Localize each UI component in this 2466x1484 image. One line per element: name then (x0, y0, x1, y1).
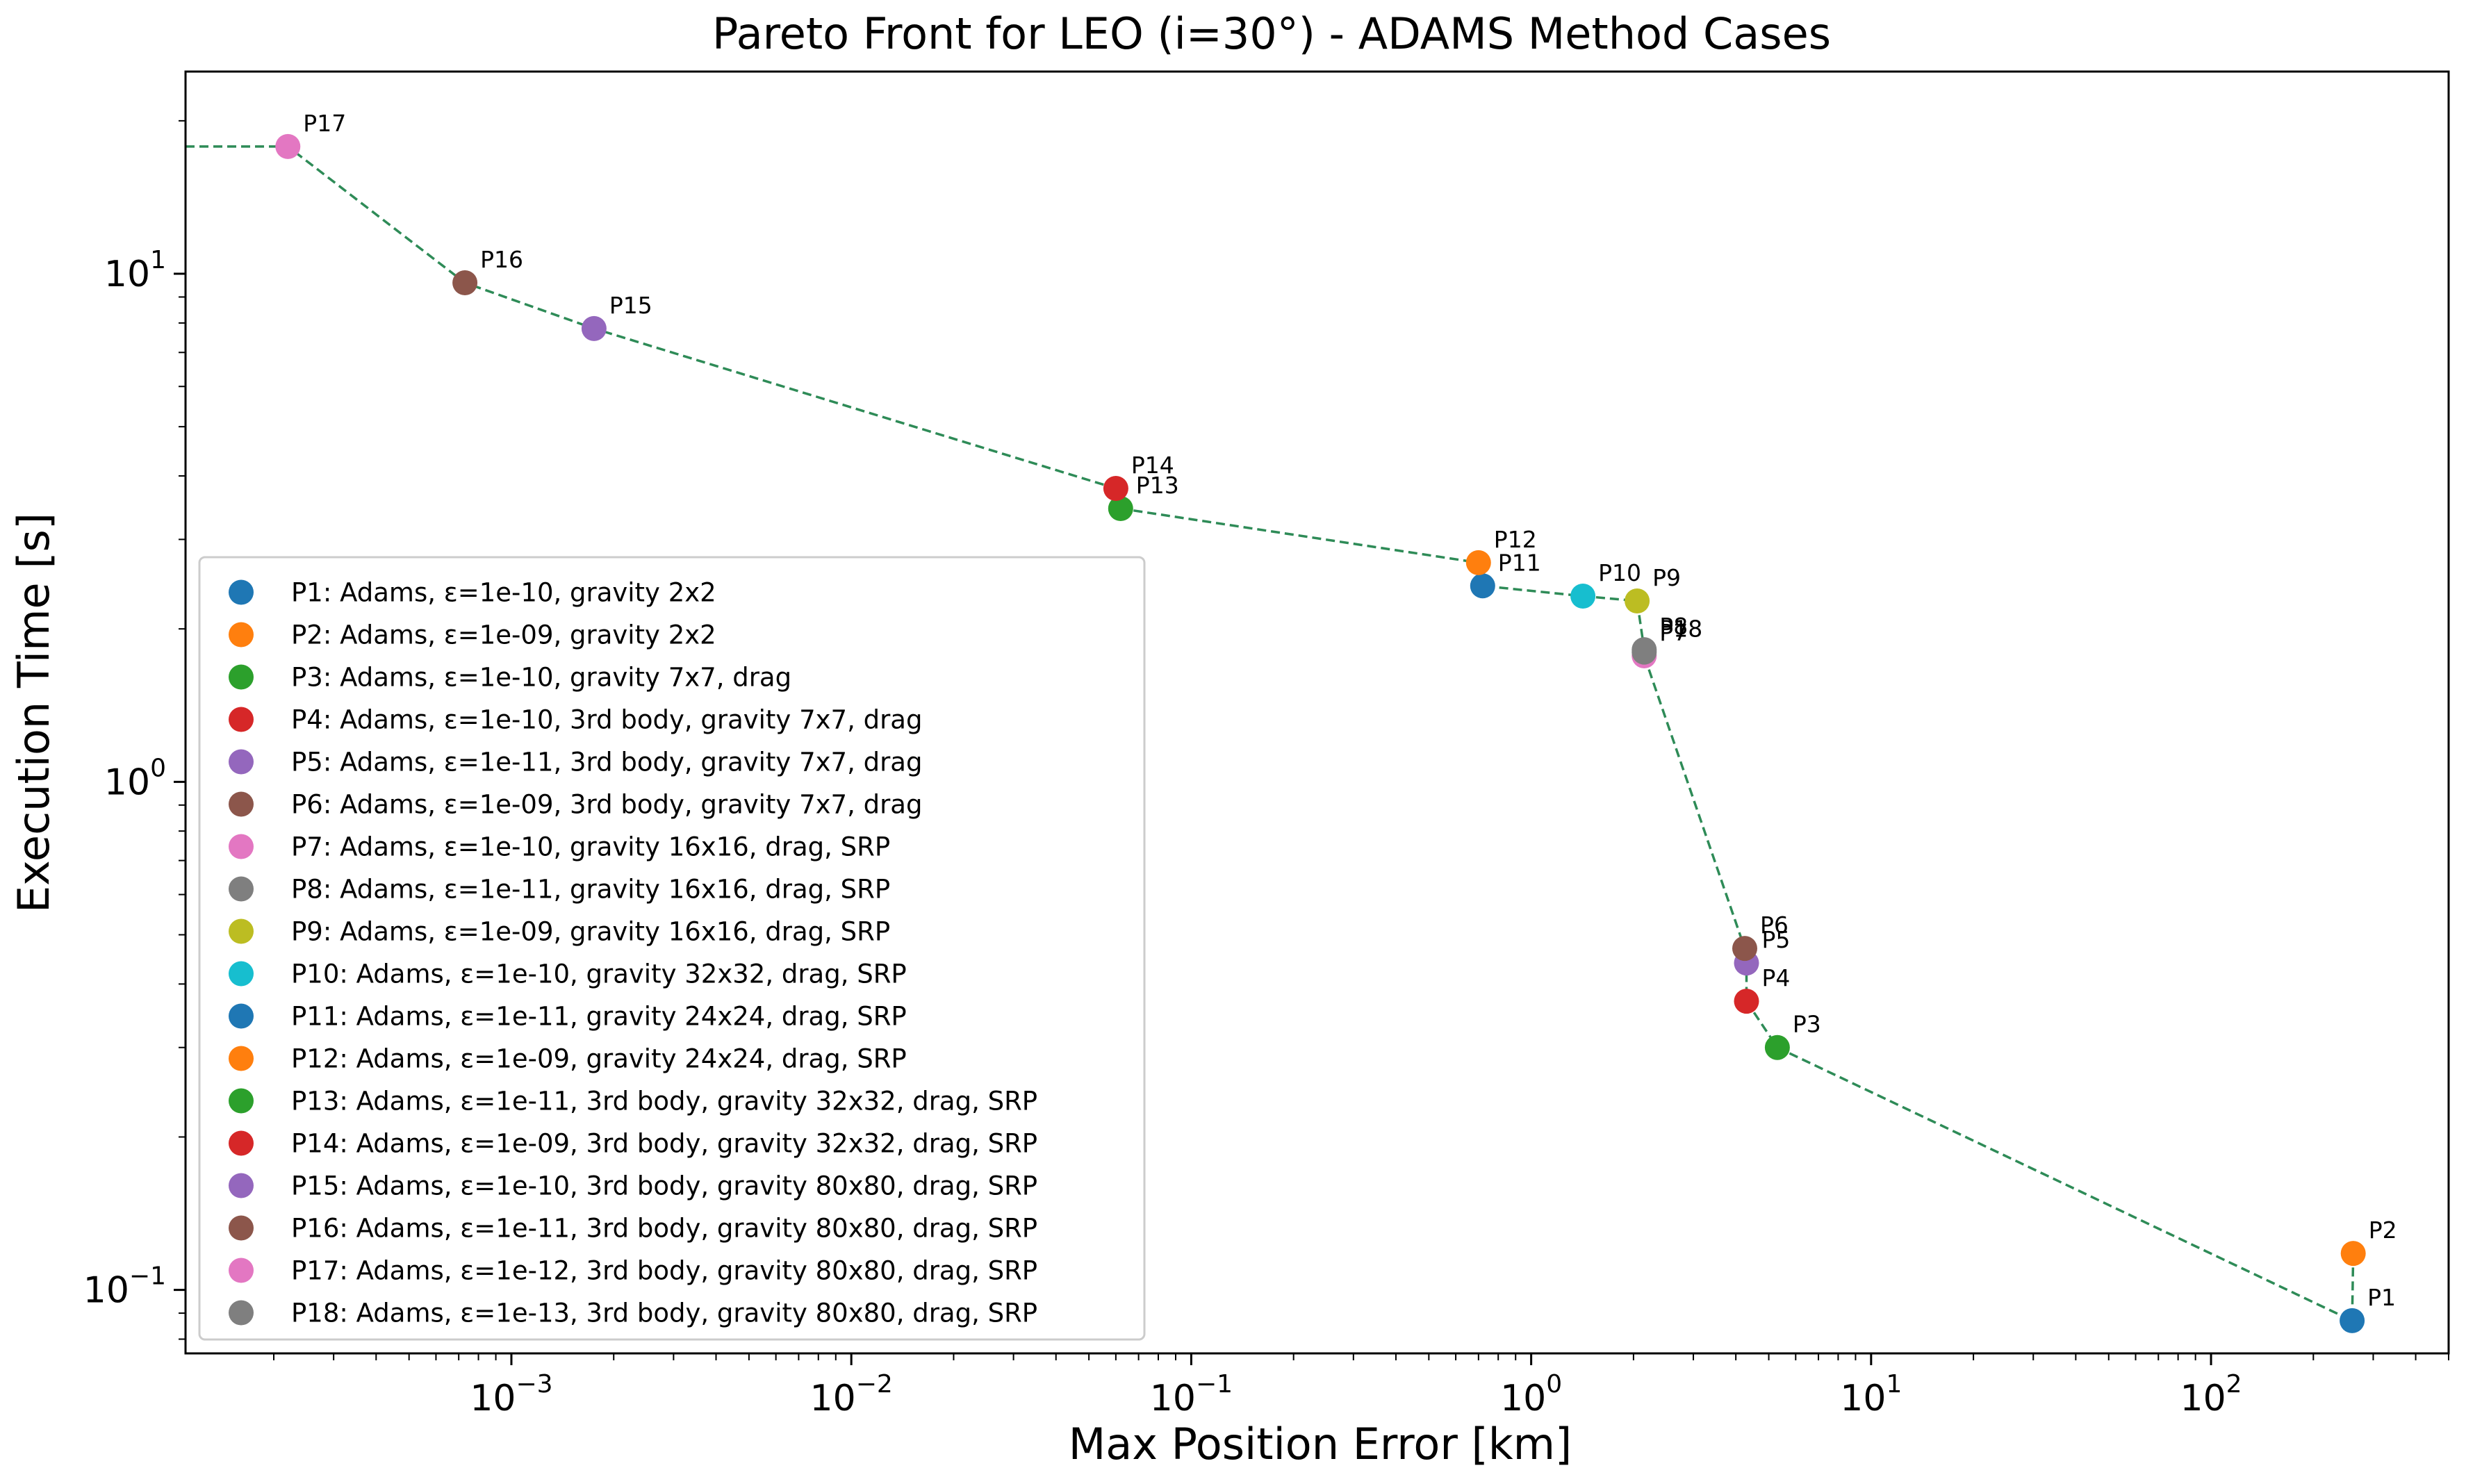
point-label-p17: P17 (303, 110, 346, 137)
legend-marker (229, 918, 254, 944)
legend-marker (229, 1300, 254, 1326)
legend-entry: P11: Adams, ε=1e-11, gravity 24x24, drag… (291, 1002, 907, 1032)
x-tick-label: 100 (1500, 1370, 1562, 1419)
legend-marker (229, 961, 254, 987)
legend-marker (229, 707, 254, 732)
point-label-p3: P3 (1793, 1011, 1821, 1038)
point-p13 (1108, 496, 1133, 521)
legend-entry: P12: Adams, ε=1e-09, gravity 24x24, drag… (291, 1044, 907, 1074)
legend-marker (229, 876, 254, 902)
x-tick-label: 10−2 (810, 1370, 893, 1419)
point-p3 (1764, 1034, 1790, 1060)
legend: P1: Adams, ε=1e-10, gravity 2x2 P2: Adams… (198, 556, 1146, 1341)
axis-ticks: 10−3 10−2 10−1 100 101 102 10−1 100 101 (83, 119, 2449, 1419)
point-p14 (1103, 476, 1128, 501)
x-tick-label: 10−1 (1150, 1370, 1233, 1419)
x-tick-label: 102 (2180, 1370, 2242, 1419)
legend-marker (229, 579, 254, 605)
legend-marker (229, 622, 254, 648)
legend-entry: P13: Adams, ε=1e-11, 3rd body, gravity 3… (291, 1087, 1037, 1116)
point-p10 (1570, 584, 1596, 609)
point-label-p14: P14 (1131, 452, 1174, 479)
point-label-p13: P13 (1136, 472, 1179, 499)
point-label-p6: P6 (1760, 912, 1789, 939)
chart-title: Pareto Front for LEO (i=30°) - ADAMS Met… (712, 8, 1831, 59)
legend-entry: P7: Adams, ε=1e-10, gravity 16x16, drag,… (291, 832, 890, 862)
x-tick-label: 10−3 (470, 1370, 552, 1419)
point-p4 (1734, 989, 1759, 1014)
point-label-p11: P11 (1498, 549, 1541, 576)
legend-entry: P15: Adams, ε=1e-10, 3rd body, gravity 8… (291, 1171, 1037, 1201)
legend-entry: P17: Adams, ε=1e-12, 3rd body, gravity 8… (291, 1256, 1037, 1286)
legend-entry: P1: Adams, ε=1e-10, gravity 2x2 (291, 578, 716, 608)
legend-entry: P10: Adams, ε=1e-10, gravity 32x32, drag… (291, 959, 907, 989)
point-label-p2: P2 (2369, 1217, 2397, 1244)
legend-marker (229, 1003, 254, 1029)
x-axis-label: Max Position Error [km] (1069, 1419, 1572, 1469)
point-p17 (275, 133, 301, 159)
point-p2 (2340, 1241, 2366, 1267)
legend-marker (229, 664, 254, 690)
legend-marker (229, 1088, 254, 1114)
legend-marker (229, 791, 254, 817)
point-label-p12: P12 (1494, 526, 1537, 553)
y-tick-label: 10−1 (83, 1262, 166, 1312)
legend-entry: P5: Adams, ε=1e-11, 3rd body, gravity 7x… (291, 748, 922, 777)
point-label-p16: P16 (480, 246, 523, 273)
point-p12 (1465, 550, 1491, 575)
legend-marker (229, 1258, 254, 1283)
legend-marker (229, 1130, 254, 1156)
legend-entry: P8: Adams, ε=1e-11, gravity 16x16, drag,… (291, 875, 890, 905)
point-label-p9: P9 (1652, 564, 1681, 591)
legend-marker (229, 1215, 254, 1241)
point-p6 (1732, 936, 1757, 962)
point-p15 (581, 315, 607, 341)
point-label-p8: P8 (1659, 613, 1688, 640)
legend-entry: P6: Adams, ε=1e-09, 3rd body, gravity 7x… (291, 790, 922, 820)
point-label-p5: P5 (1762, 926, 1791, 953)
point-label-p18: P18 (1659, 616, 1702, 643)
legend-entry: P14: Adams, ε=1e-09, 3rd body, gravity 3… (291, 1129, 1037, 1159)
y-tick-label: 100 (104, 754, 166, 803)
legend-marker (229, 1046, 254, 1071)
point-p16 (452, 270, 478, 295)
y-tick-label: 101 (104, 246, 166, 295)
legend-entry: P4: Adams, ε=1e-10, 3rd body, gravity 7x… (291, 705, 922, 735)
point-p9 (1625, 588, 1650, 613)
point-label-p4: P4 (1762, 964, 1791, 991)
legend-marker (229, 1173, 254, 1198)
legend-marker (229, 749, 254, 775)
y-axis-label: Execution Time [s] (8, 513, 59, 913)
x-tick-label: 101 (1840, 1370, 1902, 1419)
legend-marker (229, 834, 254, 859)
point-label-p15: P15 (609, 292, 652, 319)
point-label-p1: P1 (2367, 1284, 2396, 1311)
legend-entry: P9: Adams, ε=1e-09, gravity 16x16, drag,… (291, 917, 890, 947)
axes-frame (184, 70, 2450, 1355)
legend-entry: P16: Adams, ε=1e-11, 3rd body, gravity 8… (291, 1214, 1037, 1244)
legend-box (198, 556, 1146, 1341)
point-p18 (1631, 639, 1657, 665)
point-p11 (1470, 573, 1495, 599)
point-label-p7: P7 (1659, 619, 1688, 646)
legend-entry: P2: Adams, ε=1e-09, gravity 2x2 (291, 620, 716, 650)
legend-entry: P3: Adams, ε=1e-10, gravity 7x7, drag (291, 663, 791, 693)
point-p1 (2340, 1308, 2365, 1333)
legend-entry: P18: Adams, ε=1e-13, 3rd body, gravity 8… (291, 1298, 1037, 1328)
point-label-p10: P10 (1598, 559, 1641, 586)
